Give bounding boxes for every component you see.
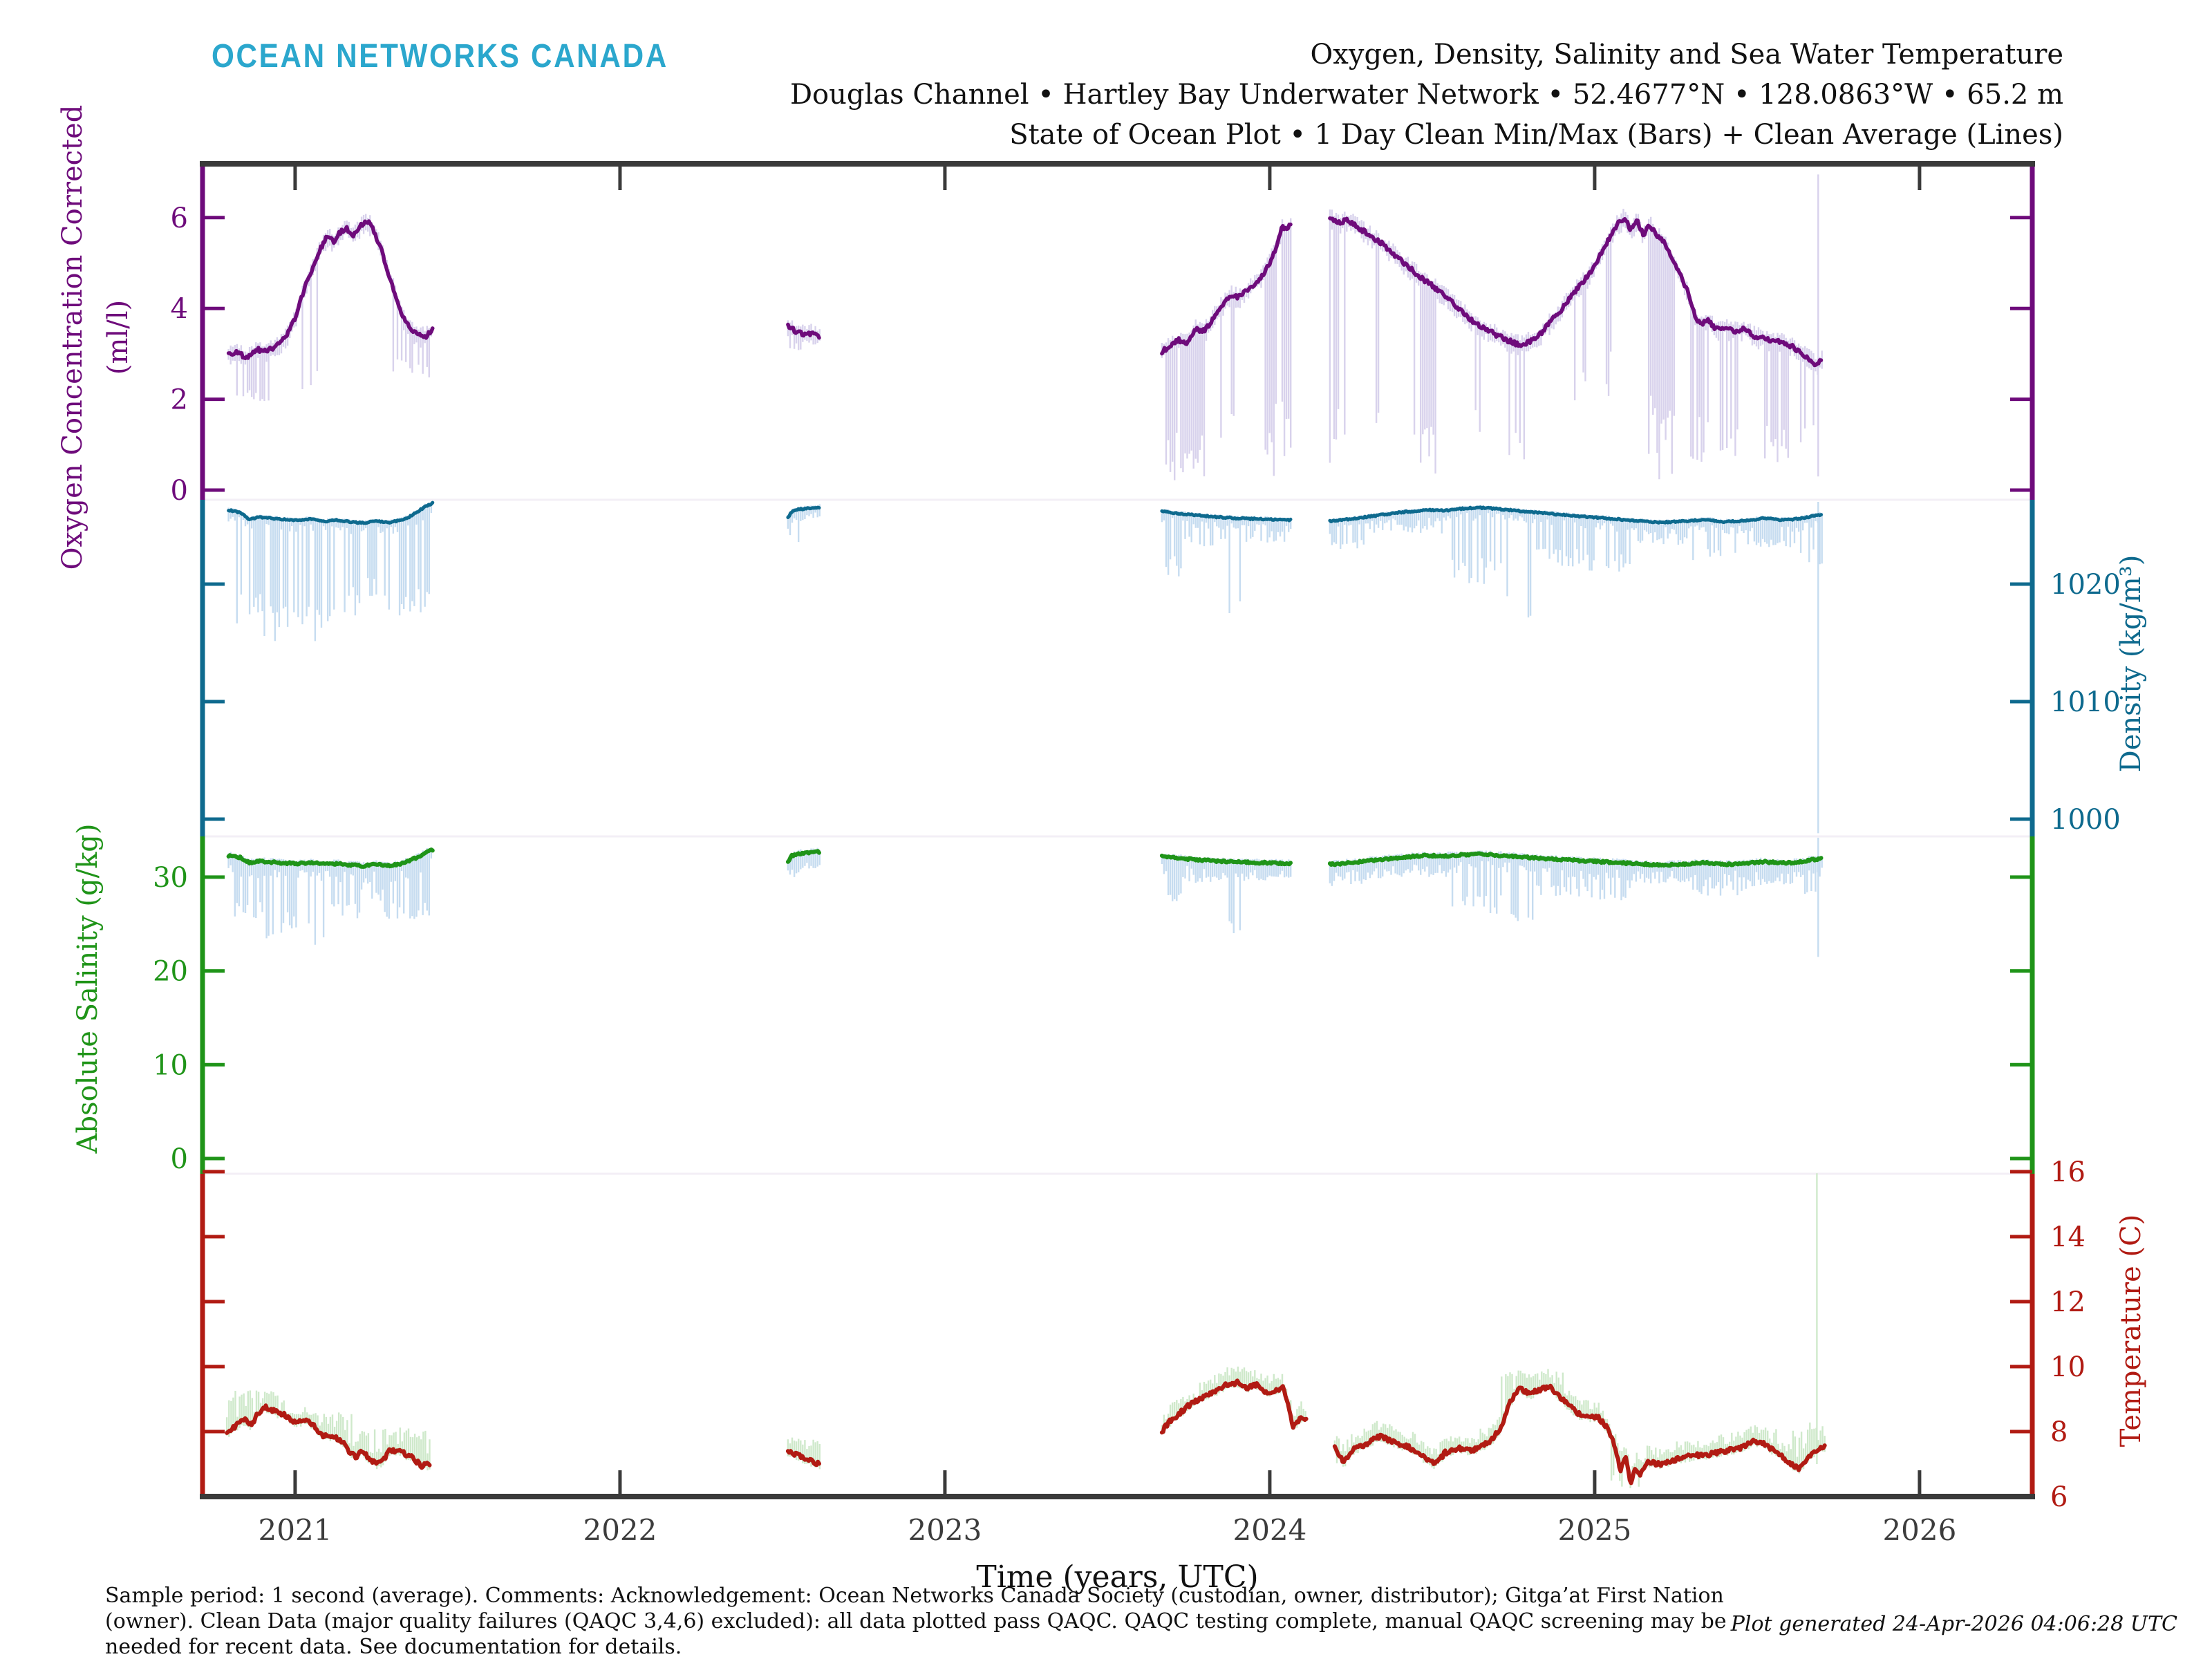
salinity-tick-label: 20 xyxy=(153,956,188,988)
oxygen-average-line xyxy=(226,219,435,361)
salinity-average-line xyxy=(226,847,435,869)
plot-title: Oxygen, Density, Salinity and Sea Water … xyxy=(1310,39,2064,71)
temperature-tick-label: 14 xyxy=(2050,1221,2086,1253)
oxygen-average-line xyxy=(1328,216,1824,368)
salinity-tick-label: 0 xyxy=(171,1143,188,1175)
density-tick-label: 1010 xyxy=(2050,686,2121,718)
density-axis-title: Density (kg/m³) xyxy=(2115,555,2147,773)
temperature-tick-label: 6 xyxy=(2050,1481,2068,1513)
salinity-average-line xyxy=(785,849,821,864)
oxygen-series xyxy=(226,174,1824,480)
temperature-average-line xyxy=(1159,1378,1309,1435)
title-block: Oxygen, Density, Salinity and Sea Water … xyxy=(790,35,2063,155)
temperature-average-line xyxy=(225,1403,432,1470)
generated-timestamp: Plot generated 24-Apr-2026 04:06:28 UTC xyxy=(1730,1612,2177,1636)
temperature-average-line xyxy=(1332,1383,1827,1485)
onc-logo: OCEAN NETWORKS CANADA xyxy=(212,38,668,75)
zone-separators xyxy=(203,498,2032,1175)
year-tick-label: 2025 xyxy=(1557,1513,1631,1547)
temperature-tick-label: 12 xyxy=(2050,1286,2086,1318)
salinity-axis-title: Absolute Salinity (g/kg) xyxy=(72,823,104,1154)
year-tick-label: 2026 xyxy=(1882,1513,1956,1547)
oxygen-axis-title: (ml/l) xyxy=(102,300,134,375)
density-average-line xyxy=(786,505,821,519)
oxygen-tick-label: 4 xyxy=(171,293,188,325)
plot-location-subtitle: Douglas Channel • Hartley Bay Underwater… xyxy=(789,79,2063,111)
oxygen-tick-label: 6 xyxy=(171,203,188,234)
salinity-average-line xyxy=(1159,853,1293,867)
temperature-average-line xyxy=(785,1449,821,1468)
year-tick-label: 2022 xyxy=(583,1513,657,1547)
oxygen-tick-label: 2 xyxy=(171,384,188,416)
temperature-axis: 16 14 12 10 8 6 Temperature (C) xyxy=(200,1156,2147,1513)
density-minmax-bars xyxy=(227,502,1823,834)
plot-type-subtitle: State of Ocean Plot • 1 Day Clean Min/Ma… xyxy=(1009,119,2063,151)
temperature-tick-label: 8 xyxy=(2050,1416,2068,1448)
density-tick-label: 1000 xyxy=(2050,804,2121,836)
density-series xyxy=(227,500,1823,834)
oxygen-average-line xyxy=(1160,222,1293,356)
x-axis-title: Time (years, UTC) xyxy=(976,1559,1258,1595)
density-axis: 1020 1010 1000 Density (kg/m³) xyxy=(200,500,2147,836)
oxygen-average-line xyxy=(786,322,821,340)
temperature-series xyxy=(225,1173,1827,1488)
x-axis: 2021 2022 2023 2024 2025 2026 Time (years, UTC… xyxy=(200,161,2035,1595)
oxygen-minmax-bars xyxy=(227,174,1823,480)
density-average-line xyxy=(1328,505,1823,525)
salinity-tick-label: 30 xyxy=(153,862,188,894)
oxygen-tick-label: 0 xyxy=(171,475,188,507)
salinity-tick-label: 10 xyxy=(153,1049,188,1081)
salinity-series xyxy=(226,837,1824,957)
temperature-tick-label: 16 xyxy=(2050,1156,2086,1188)
year-tick-label: 2023 xyxy=(908,1513,982,1547)
density-average-line xyxy=(1160,509,1293,523)
density-tick-label: 1020 xyxy=(2050,569,2121,601)
temperature-minmax-bars xyxy=(226,1173,1826,1488)
oxygen-axis: 6 4 2 0 Oxygen Concentration Corrected (ml/l) xyxy=(57,105,2035,570)
salinity-axis: 30 20 10 0 Absolute Salinity (g/kg) xyxy=(72,823,2035,1175)
footnote-comments: Sample period: 1 second (average). Comme… xyxy=(105,1584,1727,1659)
year-tick-label: 2024 xyxy=(1232,1513,1306,1547)
density-average-line xyxy=(227,500,435,525)
salinity-average-line xyxy=(1327,851,1824,868)
temperature-axis-title: Temperature (C) xyxy=(2115,1215,2147,1447)
year-tick-label: 2021 xyxy=(259,1513,332,1547)
temperature-tick-label: 10 xyxy=(2050,1351,2086,1383)
oxygen-axis-title: Oxygen Concentration Corrected xyxy=(57,105,88,570)
salinity-minmax-bars xyxy=(227,837,1823,957)
